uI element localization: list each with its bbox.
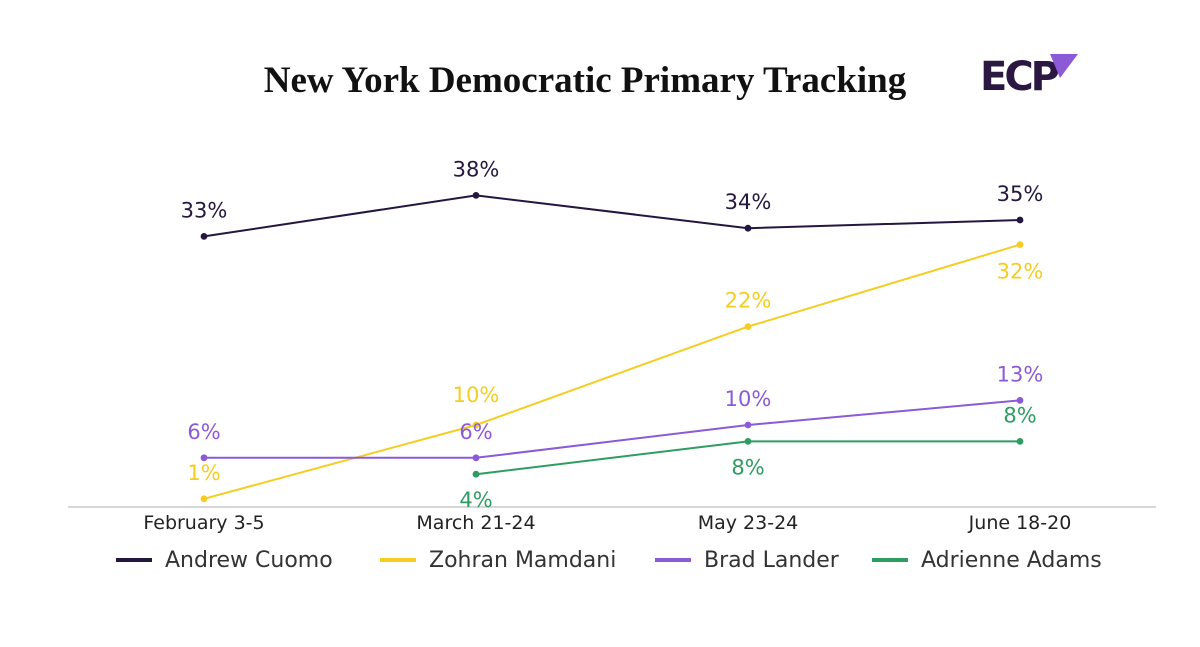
- data-point: [472, 454, 480, 462]
- legend-label: Adrienne Adams: [921, 548, 1102, 573]
- data-label: 8%: [1003, 403, 1036, 427]
- data-label: 6%: [187, 420, 220, 444]
- data-label: 8%: [731, 455, 764, 479]
- series-points: [200, 192, 1024, 503]
- data-label: 1%: [187, 461, 220, 485]
- legend-label: Brad Lander: [704, 548, 840, 573]
- legend-swatch: [872, 558, 908, 562]
- data-label: 10%: [725, 387, 772, 411]
- logo-accent-shape: [1050, 54, 1078, 78]
- data-label: 10%: [453, 383, 500, 407]
- data-point: [200, 454, 208, 462]
- data-label: 22%: [725, 289, 772, 313]
- data-point: [200, 233, 208, 240]
- legend-swatch: [116, 558, 152, 562]
- series-line: [203, 243, 1021, 500]
- data-point: [1016, 241, 1024, 249]
- legend-swatch: [380, 558, 416, 562]
- x-tick-label: February 3-5: [143, 512, 264, 534]
- data-label: 34%: [725, 190, 772, 214]
- x-axis-ticks: February 3-5 March 21-24 May 23-24 June 18-…: [143, 512, 1071, 534]
- data-label: 35%: [997, 182, 1044, 206]
- data-point: [744, 323, 752, 330]
- data-point: [472, 192, 480, 199]
- data-label: 6%: [459, 420, 492, 444]
- legend-label: Andrew Cuomo: [165, 548, 333, 573]
- legend: Andrew Cuomo Zohran Mamdani Brad Lander Adr…: [116, 548, 1102, 573]
- x-tick-label: March 21-24: [416, 512, 535, 534]
- data-point: [1016, 397, 1024, 404]
- ecp-logo: ECP: [980, 54, 1078, 100]
- data-point: [744, 224, 752, 232]
- chart-title: New York Democratic Primary Tracking: [264, 60, 907, 101]
- data-labels: 33% 38% 34% 35% 1% 10% 22% 32% 6% 6% 10% 13% 4% 8% 8%: [181, 157, 1044, 512]
- data-point: [200, 495, 208, 503]
- data-label: 33%: [181, 198, 228, 222]
- data-point: [1016, 216, 1024, 224]
- data-point: [744, 438, 752, 445]
- data-point: [744, 421, 752, 429]
- logo-text: ECP: [980, 54, 1059, 100]
- data-label: 32%: [997, 260, 1044, 284]
- legend-label: Zohran Mamdani: [429, 548, 616, 573]
- data-point: [472, 470, 480, 478]
- data-label: 4%: [459, 488, 492, 512]
- series-line: [204, 399, 1021, 459]
- series-lines: [203, 194, 1021, 500]
- data-point: [1016, 438, 1024, 445]
- data-label: 38%: [453, 157, 500, 181]
- x-tick-label: June 18-20: [968, 512, 1072, 534]
- x-tick-label: May 23-24: [698, 512, 799, 534]
- legend-swatch: [655, 558, 691, 562]
- data-label: 13%: [997, 362, 1044, 386]
- data-point: [472, 421, 480, 429]
- series-line: [203, 194, 1021, 238]
